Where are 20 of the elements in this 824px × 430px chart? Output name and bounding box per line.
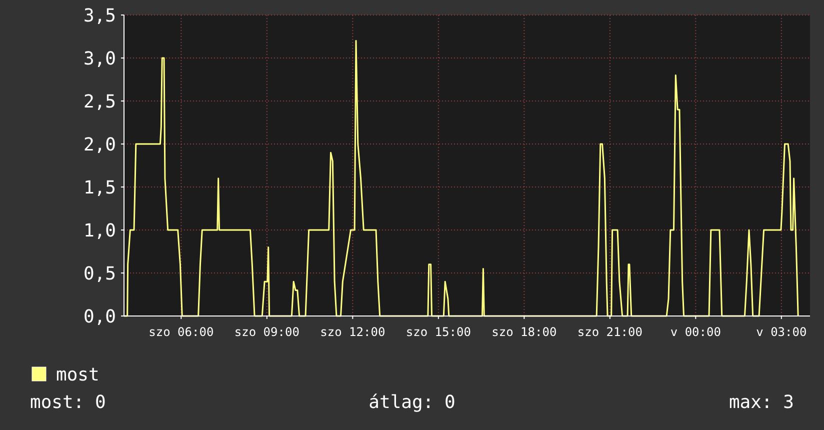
text: átlag: 0	[368, 392, 456, 413]
x-tick-label: szo 18:00	[492, 325, 557, 339]
x-tick-label: szo 06:00	[148, 325, 214, 339]
y-tick-label: 2,0	[83, 134, 116, 156]
y-tick-label: 3,0	[83, 48, 116, 70]
text: most: 0	[30, 392, 106, 413]
x-tick-label: v 03:00	[756, 325, 807, 339]
x-tick-label: szo 09:00	[234, 325, 300, 339]
x-tick-label: szo 12:00	[320, 325, 386, 339]
y-tick-label: 1,0	[83, 220, 116, 242]
y-tick-label: 0,5	[83, 263, 116, 284]
x-tick-label: szo 15:00	[406, 325, 471, 339]
y-tick-label: 1,5	[83, 177, 116, 198]
y-tick-label: 2,5	[83, 91, 116, 112]
x-tick-label: szo 21:00	[577, 325, 642, 339]
x-tick-label: v 00:00	[670, 325, 721, 339]
y-tick-label: 0,0	[83, 306, 116, 328]
y-tick-label: 3,5	[83, 5, 116, 26]
legend-label: most	[56, 364, 100, 386]
text: max: 3	[728, 392, 794, 413]
